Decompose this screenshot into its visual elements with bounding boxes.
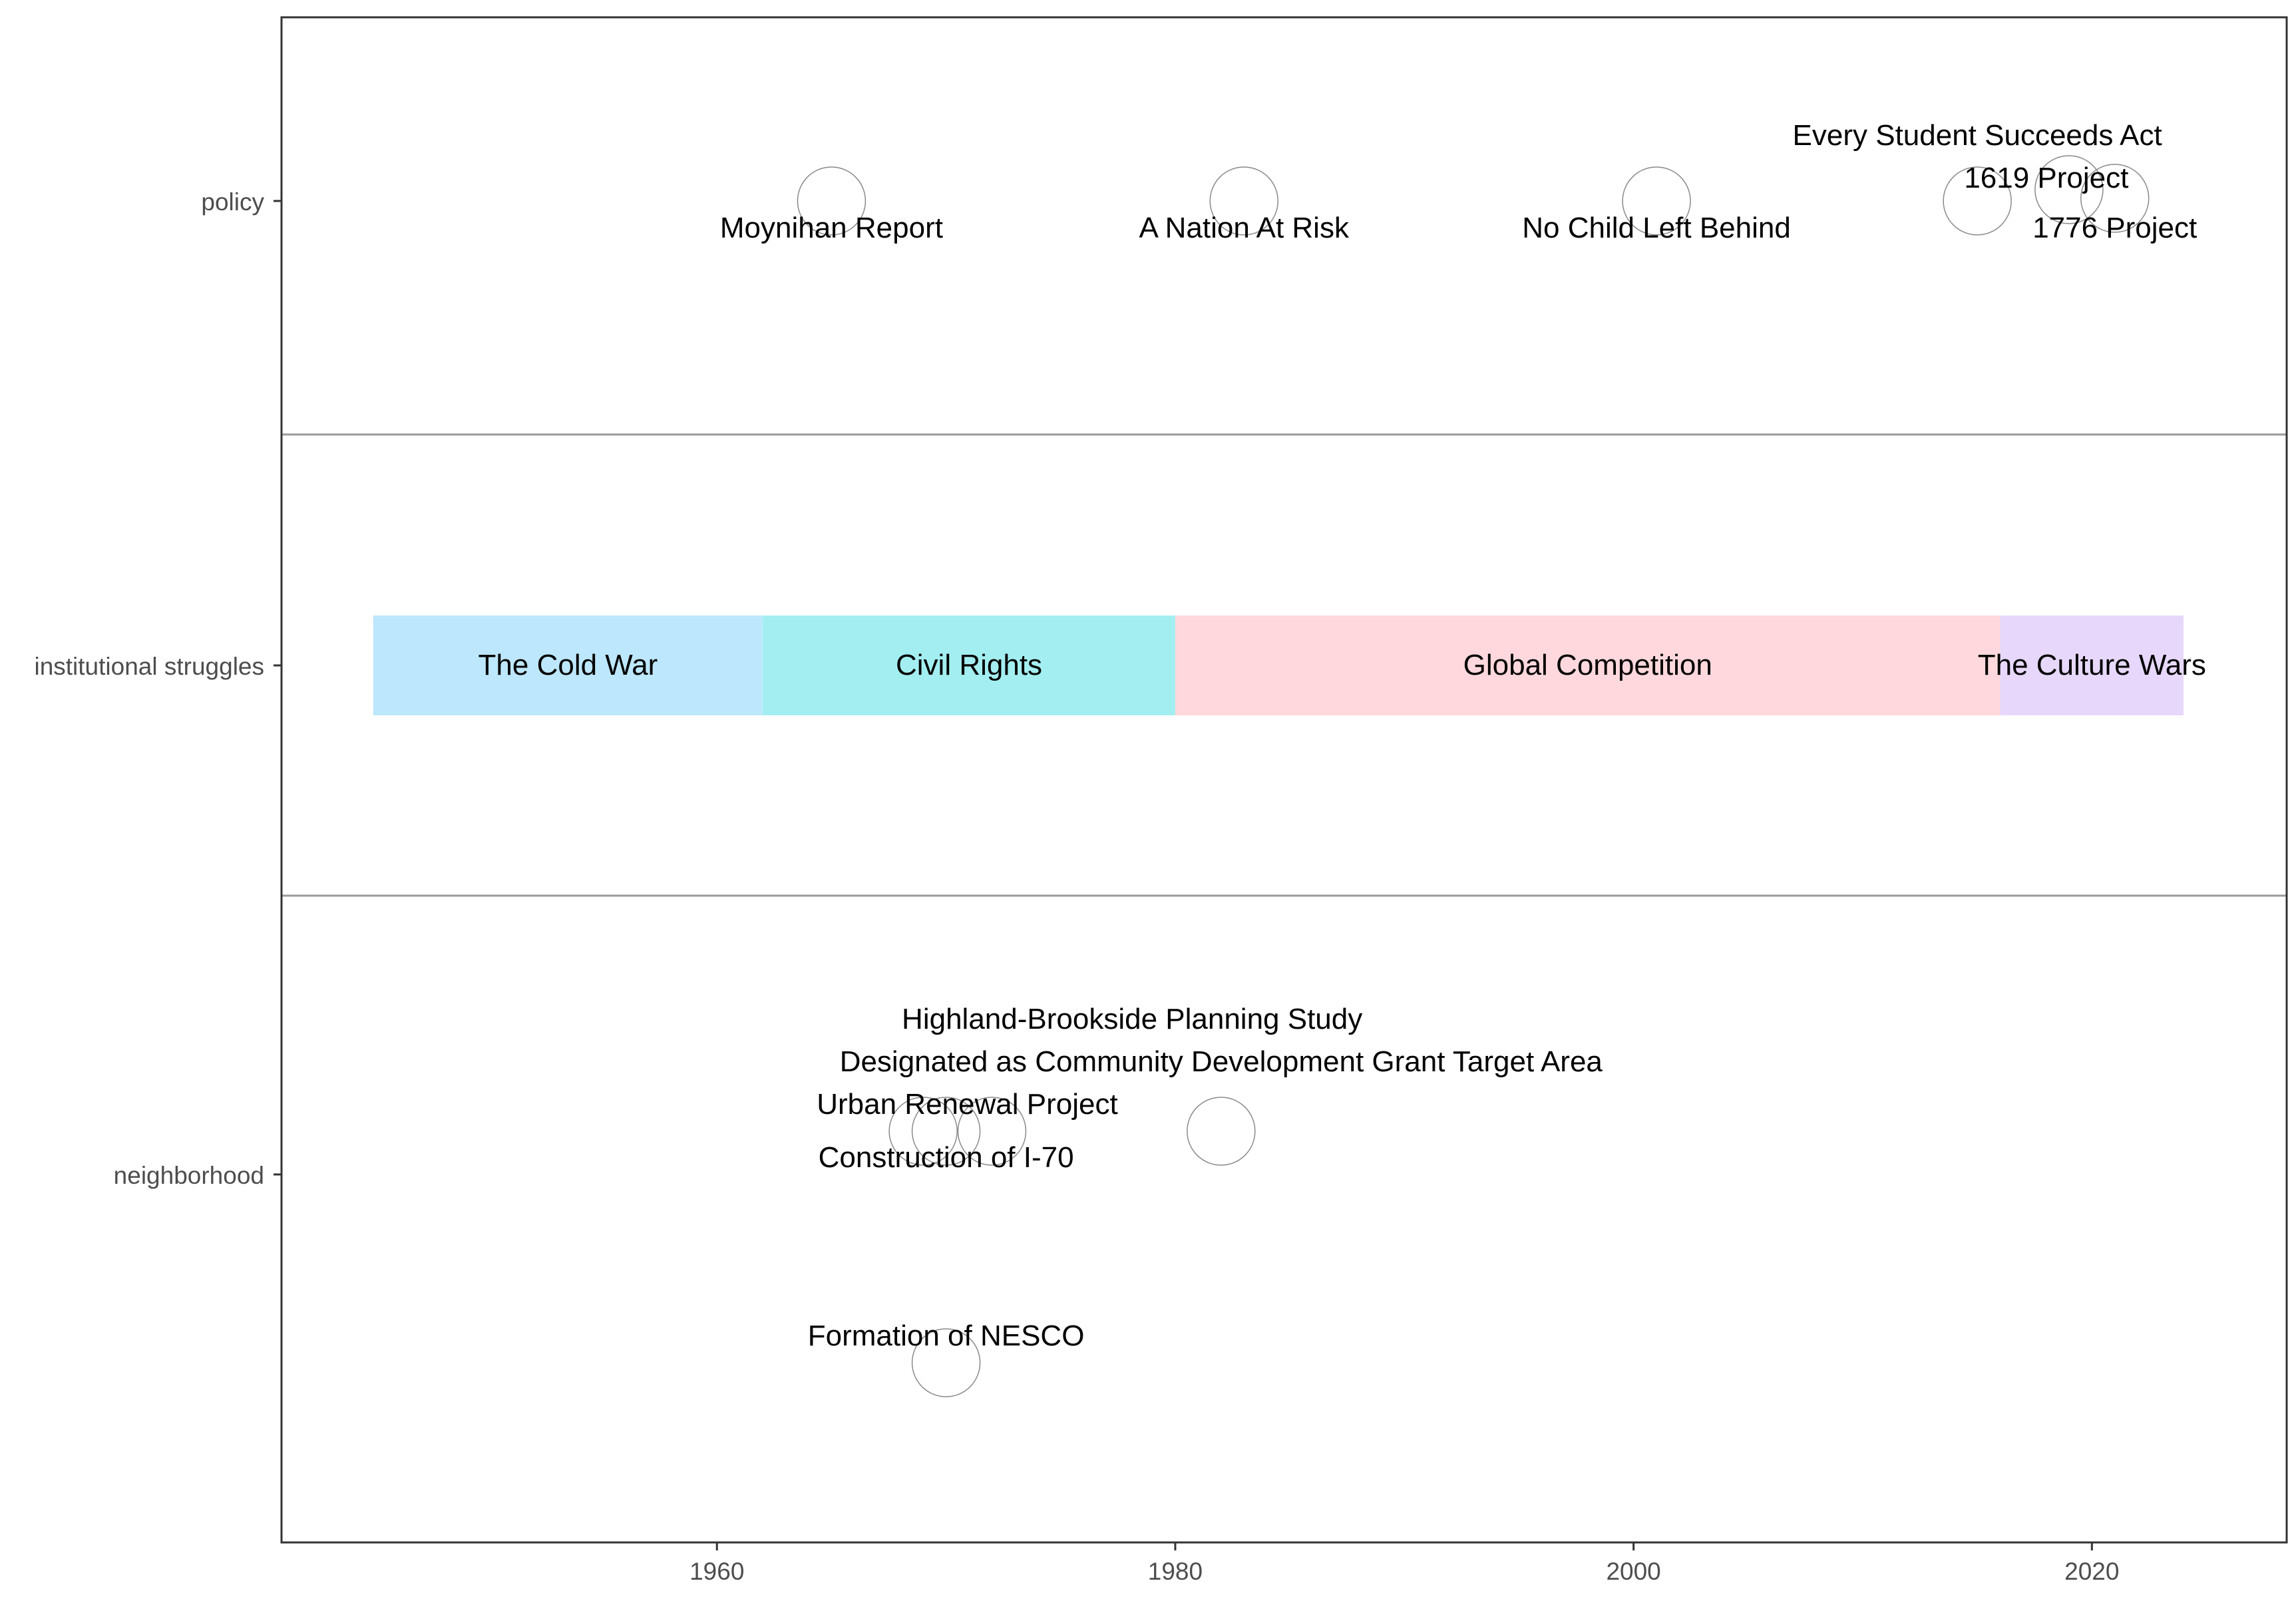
- event-point: [1187, 1097, 1256, 1166]
- event-label: Highland-Brookside Planning Study: [902, 1003, 1362, 1035]
- event-label: Moynihan Report: [720, 212, 943, 244]
- event-label: 1619 Project: [1964, 162, 2128, 194]
- event-point: [797, 166, 866, 236]
- event-label: No Child Left Behind: [1522, 212, 1791, 244]
- y-tick-label: policy: [201, 188, 264, 216]
- event-label-layer: Moynihan Report A Nation At Risk No Child …: [720, 119, 2197, 1352]
- x-tick-label: 1960: [689, 1558, 744, 1585]
- event-point: [2034, 155, 2104, 224]
- period-label: Global Competition: [1463, 649, 1712, 681]
- event-point: [957, 1097, 1027, 1166]
- event-point: [1943, 166, 2012, 236]
- period-band: [763, 616, 1175, 715]
- plot-border: [280, 16, 2288, 1544]
- event-label: A Nation At Risk: [1139, 212, 1349, 244]
- event-label: Construction of I-70: [819, 1141, 1074, 1174]
- event-point: [1622, 166, 1691, 236]
- period-label: Civil Rights: [896, 649, 1042, 681]
- period-band: [2000, 616, 2184, 715]
- event-label: Designated as Community Development Gran…: [840, 1045, 1603, 1078]
- event-point: [911, 1097, 981, 1166]
- y-tick-label: neighborhood: [114, 1162, 264, 1189]
- period-band: [1175, 616, 2001, 715]
- x-tick-label: 2020: [2064, 1558, 2119, 1585]
- event-point: [911, 1328, 981, 1397]
- event-label: Every Student Succeeds Act: [1793, 119, 2162, 152]
- period-label: The Cold War: [478, 649, 658, 681]
- x-tick-label: 2000: [1606, 1558, 1660, 1585]
- event-label: Formation of NESCO: [808, 1320, 1085, 1352]
- period-band: [373, 616, 763, 715]
- event-label: 1776 Project: [2032, 212, 2197, 244]
- event-label: Urban Renewal Project: [817, 1088, 1117, 1121]
- period-layer: The Cold War Civil Rights Global Competiti…: [373, 616, 2206, 715]
- event-point: [2080, 164, 2150, 233]
- period-label: The Culture Wars: [1978, 649, 2206, 681]
- event-point: [888, 1097, 958, 1166]
- event-point: [1209, 166, 1278, 236]
- axis-layer: policy institutional struggles neighborhoo…: [34, 188, 2119, 1585]
- x-tick-label: 1980: [1148, 1558, 1203, 1585]
- event-point-layer: [797, 155, 2150, 1397]
- y-tick-label: institutional struggles: [34, 653, 264, 680]
